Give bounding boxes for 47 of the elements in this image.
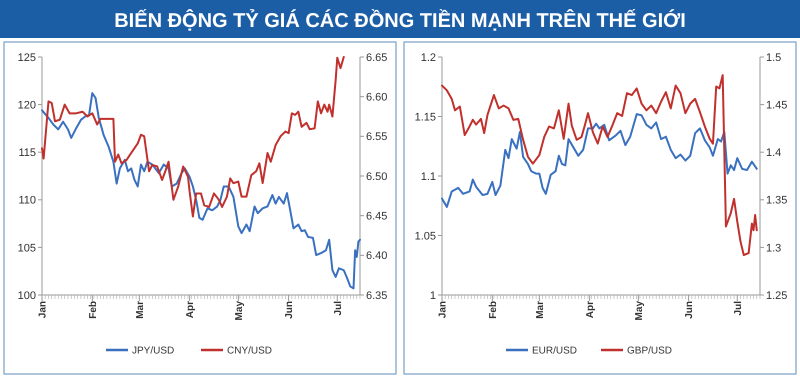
y-tick-label: 110 xyxy=(18,194,36,207)
line-series xyxy=(41,56,345,218)
y-tick-label: 1.15 xyxy=(414,111,436,124)
x-tick-label: May xyxy=(634,300,645,320)
y2-tick-label: 6.65 xyxy=(366,52,388,64)
x-tick-label: Feb xyxy=(488,301,499,319)
x-tick-label: Apr xyxy=(585,300,596,318)
y2-tick-label: 1.45 xyxy=(766,99,788,112)
x-tick-label: May xyxy=(234,300,245,320)
y-tick-label: 1.2 xyxy=(420,52,436,64)
legend-label: JPY/USD xyxy=(132,346,174,356)
x-tick-label: Jan xyxy=(438,301,448,318)
y2-tick-label: 6.50 xyxy=(366,170,388,183)
x-tick-label: Jul xyxy=(332,300,344,316)
line-series xyxy=(441,113,758,208)
line-series xyxy=(441,74,758,256)
y2-tick-label: 1.3 xyxy=(766,242,782,254)
y2-tick-label: 6.45 xyxy=(366,210,388,223)
x-tick-label: Jan xyxy=(38,301,48,318)
y2-tick-label: 1.35 xyxy=(766,194,788,207)
legend-label: GBP/USD xyxy=(627,346,672,356)
y2-tick-label: 1.4 xyxy=(766,147,782,160)
x-tick-label: Feb xyxy=(88,301,99,319)
y2-tick-label: 6.55 xyxy=(366,131,388,144)
y-tick-label: 120 xyxy=(18,99,36,112)
y-tick-label: 1 xyxy=(430,290,436,302)
legend-label: CNY/USD xyxy=(227,346,272,356)
y2-tick-label: 1.5 xyxy=(766,52,782,64)
y-tick-label: 100 xyxy=(18,290,36,302)
x-tick-label: Jun xyxy=(684,301,696,319)
x-tick-label: Mar xyxy=(534,300,546,319)
x-tick-label: Jul xyxy=(732,300,744,316)
y-tick-label: 1.05 xyxy=(414,230,436,242)
x-tick-label: Apr xyxy=(185,300,196,318)
y2-tick-label: 6.40 xyxy=(366,250,388,262)
y2-tick-label: 6.60 xyxy=(366,92,388,104)
y2-tick-label: 1.25 xyxy=(766,290,788,302)
line-series xyxy=(41,92,361,290)
y-tick-label: 1.1 xyxy=(420,170,436,183)
y2-tick-label: 6.35 xyxy=(366,290,388,302)
y-tick-label: 125 xyxy=(18,52,36,64)
legend-label: EUR/USD xyxy=(532,346,578,356)
chart-title: BIẾN ĐỘNG TỶ GIÁ CÁC ĐỒNG TIỀN MẠNH TRÊN THẾ GIỚI xyxy=(114,9,686,32)
y-tick-label: 105 xyxy=(18,242,36,254)
x-tick-label: Jun xyxy=(284,301,296,319)
x-tick-label: Mar xyxy=(134,300,146,319)
y-tick-label: 115 xyxy=(18,147,36,160)
